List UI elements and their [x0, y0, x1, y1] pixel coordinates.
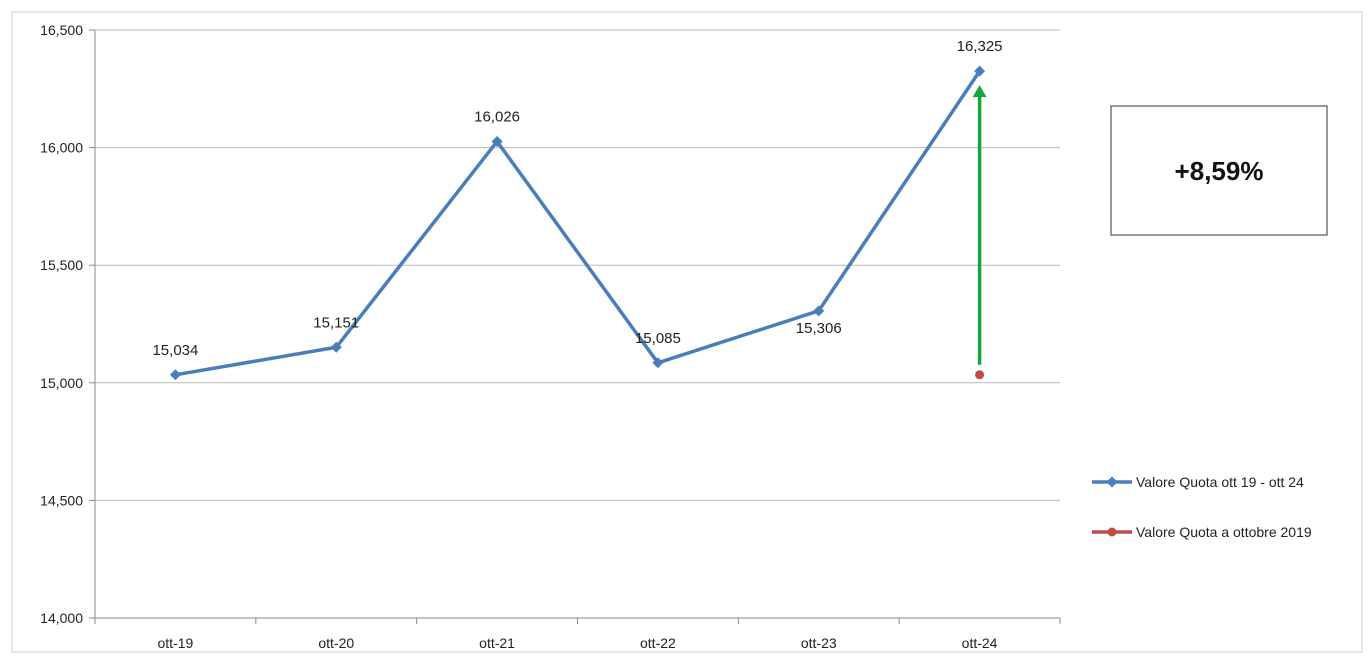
y-tick-label: 14,000: [40, 610, 83, 626]
data-label: 15,151: [313, 314, 359, 331]
data-point-marker: [652, 357, 664, 369]
data-label: 16,325: [957, 38, 1003, 55]
data-point-marker: [974, 65, 986, 77]
x-tick-label: ott-24: [962, 635, 998, 651]
legend-label: Valore Quota a ottobre 2019: [1136, 524, 1312, 540]
x-tick-label: ott-20: [318, 635, 354, 651]
change-arrow: [972, 85, 987, 365]
data-point-marker: [491, 135, 503, 147]
x-tick-label: ott-19: [158, 635, 194, 651]
data-label: 16,026: [474, 108, 520, 125]
legend-swatch-marker: [1106, 476, 1118, 488]
data-label: 15,034: [152, 342, 198, 359]
y-tick-label: 15,500: [40, 257, 83, 273]
data-point-marker: [169, 369, 181, 381]
y-tick-label: 14,500: [40, 492, 83, 508]
x-tick-label: ott-22: [640, 635, 676, 651]
data-point-marker: [975, 370, 985, 380]
callout-text: +8,59%: [1175, 156, 1264, 186]
y-tick-label: 16,000: [40, 140, 83, 156]
change-callout: +8,59%: [1110, 105, 1328, 236]
data-labels: 15,034 15,151 16,026 15,085 15,306 16,325: [152, 38, 1002, 359]
callout-box: [1110, 105, 1328, 236]
data-label: 15,085: [635, 330, 681, 347]
data-point-marker: [330, 341, 342, 353]
x-tick-label: ott-23: [801, 635, 837, 651]
data-label: 15,306: [796, 320, 842, 337]
y-tick-label: 16,500: [40, 22, 83, 38]
x-axis: ott-19 ott-20 ott-21 ott-22 ott-23 ott-24: [94, 30, 1061, 651]
data-point-marker: [813, 305, 825, 317]
series-line: [175, 70, 982, 377]
x-tick-label: ott-21: [479, 635, 515, 651]
arrow-head: [972, 85, 987, 98]
series-group: [169, 65, 986, 381]
y-tick-label: 15,000: [40, 375, 83, 391]
legend-swatch-marker: [1107, 527, 1117, 537]
y-axis-ticks: 14,000 14,500 15,000 15,500 16,000 16,500: [40, 22, 95, 626]
legend: Valore Quota ott 19 - ott 24 Valore Quota…: [1092, 474, 1312, 540]
legend-label: Valore Quota ott 19 - ott 24: [1136, 474, 1304, 490]
